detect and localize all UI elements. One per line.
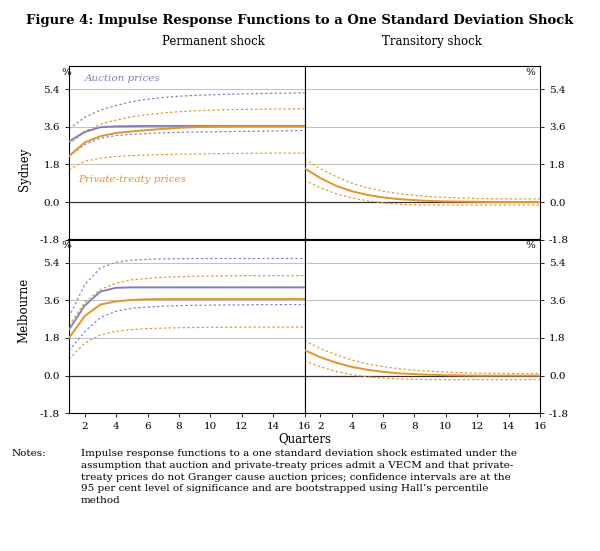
Text: %: % xyxy=(526,68,535,77)
Text: Sydney: Sydney xyxy=(17,148,31,191)
Text: Impulse response functions to a one standard deviation shock estimated under the: Impulse response functions to a one stan… xyxy=(81,449,517,505)
Text: Private-treaty prices: Private-treaty prices xyxy=(79,175,187,184)
Text: Transitory shock: Transitory shock xyxy=(382,35,482,48)
Text: %: % xyxy=(61,68,71,77)
Text: Melbourne: Melbourne xyxy=(17,278,31,343)
Text: Permanent shock: Permanent shock xyxy=(161,35,265,48)
Text: Notes:: Notes: xyxy=(12,449,47,458)
Text: Auction prices: Auction prices xyxy=(85,74,160,83)
Text: Figure 4: Impulse Response Functions to a One Standard Deviation Shock: Figure 4: Impulse Response Functions to … xyxy=(26,14,574,27)
Text: %: % xyxy=(61,241,71,251)
Text: Quarters: Quarters xyxy=(278,433,331,446)
Text: %: % xyxy=(526,241,535,251)
